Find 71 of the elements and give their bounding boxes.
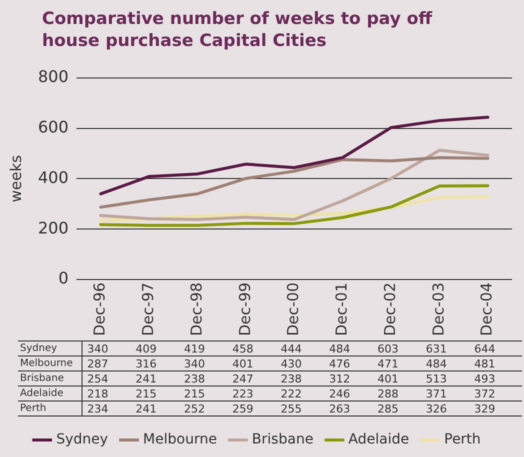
data-label: 218 <box>87 387 108 400</box>
data-label: 215 <box>184 387 205 400</box>
x-tick-label: Dec-99 <box>236 282 254 336</box>
data-label: 238 <box>184 372 205 386</box>
text: Adelaide <box>20 388 64 400</box>
data-label: 285 <box>378 402 399 416</box>
data-label: 476 <box>329 357 350 370</box>
data-label: 246 <box>329 387 350 400</box>
data-label: 263 <box>329 402 350 416</box>
data-label: 631 <box>426 342 447 356</box>
x-tick-label: Dec-98 <box>187 282 206 336</box>
y-tick-label: 800 <box>38 67 69 86</box>
y-tick-label: 600 <box>38 118 69 137</box>
data-label: 241 <box>136 372 157 386</box>
data-label: 484 <box>426 357 447 370</box>
data-label: 329 <box>474 402 496 416</box>
data-label: 401 <box>378 372 399 386</box>
legend-label: Brisbane <box>252 432 314 448</box>
legend-label: Adelaide <box>348 432 410 448</box>
data-label: 247 <box>232 372 254 386</box>
legend-label: Perth <box>444 432 481 448</box>
data-label: 223 <box>232 387 254 400</box>
data-label: 458 <box>232 342 254 356</box>
data-label: 513 <box>426 372 447 386</box>
y-tick-label: 400 <box>38 168 69 187</box>
x-tick-label: Dec-96 <box>90 282 109 336</box>
data-label: 444 <box>280 342 302 356</box>
data-label: 401 <box>232 357 254 370</box>
data-label: 287 <box>87 357 108 370</box>
data-label: 215 <box>136 387 157 400</box>
data-label: 481 <box>474 357 496 370</box>
data-label: 222 <box>280 387 302 400</box>
data-label: 340 <box>87 342 108 356</box>
data-label: 371 <box>426 387 447 400</box>
data-label: 644 <box>474 342 496 356</box>
data-label: 234 <box>87 402 108 416</box>
legend-label: Sydney <box>56 432 108 448</box>
data-label: 409 <box>136 342 157 356</box>
y-tick-label: 0 <box>58 268 69 288</box>
x-tick-label: Dec-02 <box>380 282 399 336</box>
data-label: 259 <box>232 402 254 416</box>
data-label: 288 <box>378 387 399 400</box>
x-tick-label: Dec-01 <box>332 282 351 336</box>
data-label: 238 <box>280 372 302 386</box>
x-tick-label: Dec-04 <box>478 282 496 336</box>
data-label: 484 <box>329 342 350 356</box>
x-tick-label: Dec-97 <box>139 282 158 336</box>
data-label: 255 <box>280 402 302 416</box>
data-label: 372 <box>474 387 496 400</box>
text: Perth <box>20 403 46 414</box>
data-label: 326 <box>426 402 447 416</box>
text: Melbourne <box>20 358 73 370</box>
data-label: 254 <box>87 372 108 386</box>
y-axis-title: weeks <box>6 154 25 202</box>
data-label: 340 <box>184 357 205 370</box>
data-label: 471 <box>378 357 399 370</box>
data-label: 316 <box>136 357 157 370</box>
x-tick-label: Dec-00 <box>284 282 302 336</box>
data-label: 241 <box>136 402 157 416</box>
data-label: 430 <box>280 357 302 370</box>
data-label: 493 <box>474 372 496 386</box>
legend-label: Melbourne <box>143 432 217 448</box>
data-label: 252 <box>184 402 205 416</box>
data-label: 603 <box>378 342 399 356</box>
data-label: 419 <box>184 342 205 356</box>
y-tick-label: 200 <box>38 218 69 238</box>
text: Sydney <box>20 343 58 354</box>
data-label: 312 <box>329 372 350 386</box>
text: Brisbane <box>20 373 64 384</box>
chart-title: Comparative number of weeks to pay off house purchase Capital Cities <box>42 8 434 52</box>
x-tick-label: Dec-03 <box>429 282 448 336</box>
